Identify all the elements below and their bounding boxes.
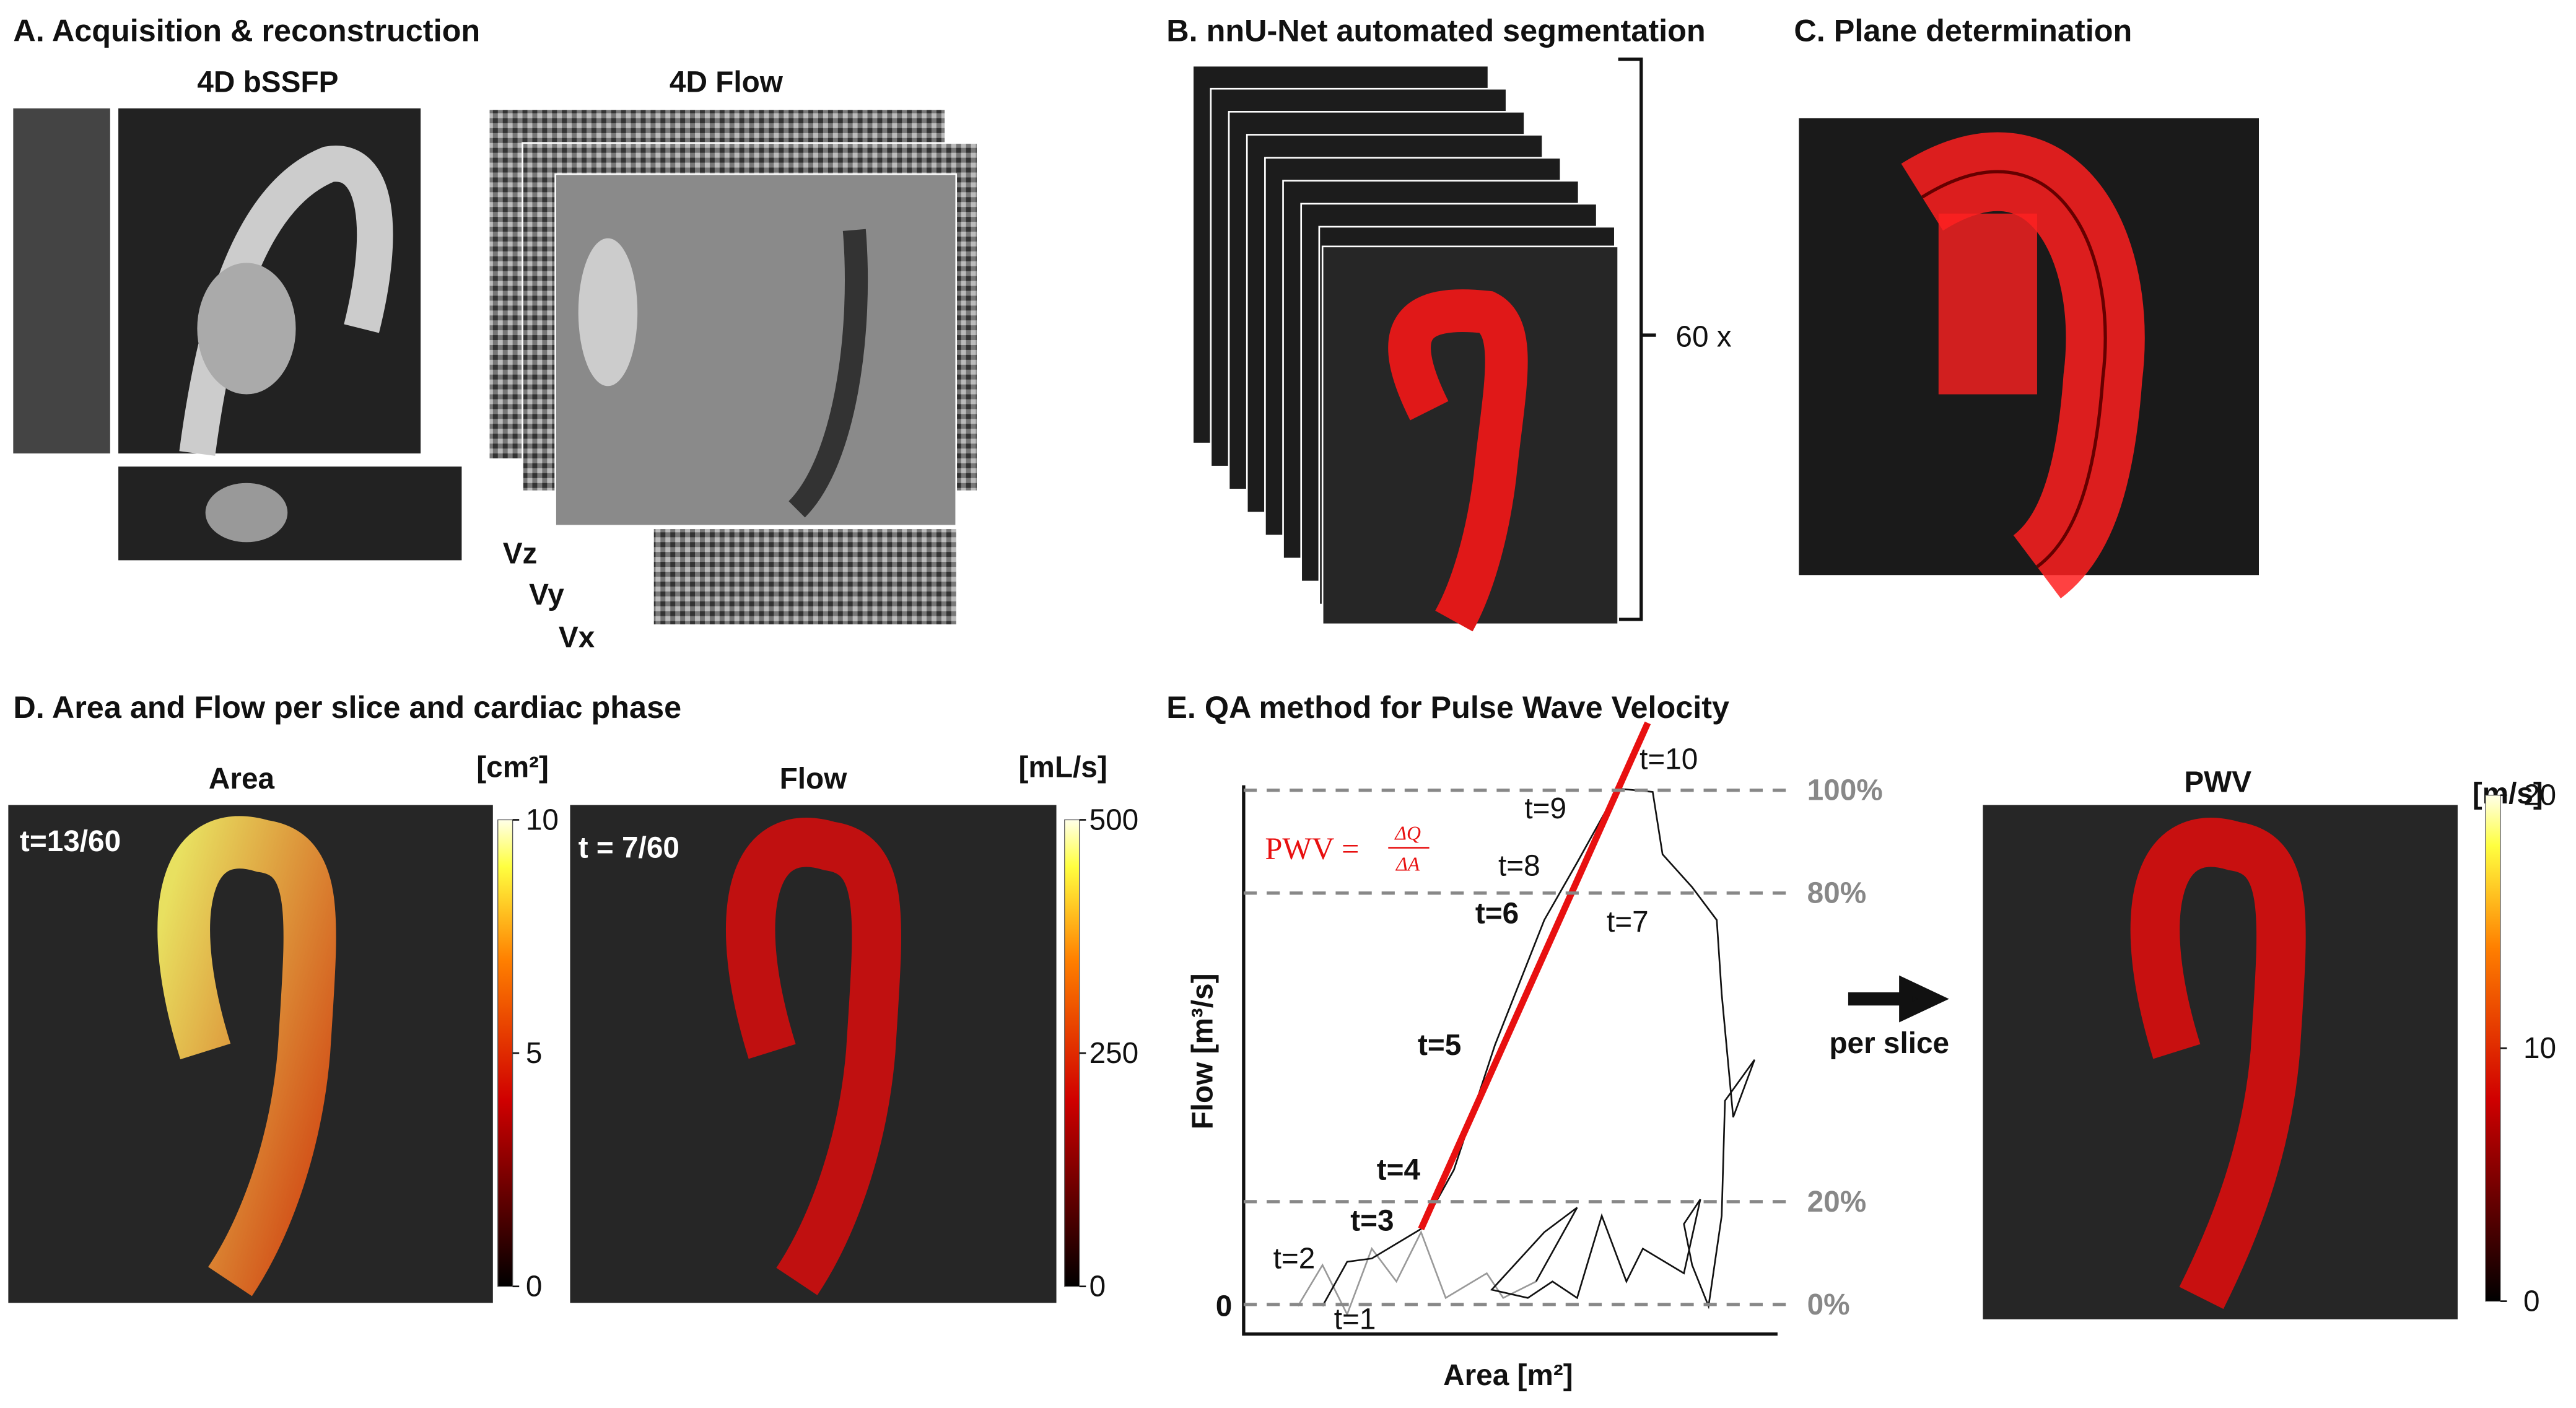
image-detail xyxy=(205,483,288,543)
panel-a: A. Acquisition & reconstruction 4D bSSFP… xyxy=(13,12,979,654)
panel-title: E. QA method for Pulse Wave Velocity xyxy=(1166,689,1729,725)
unit: [m/s] xyxy=(2473,777,2543,810)
label: Flow xyxy=(780,763,848,795)
aorta xyxy=(1388,289,1528,632)
formula-lhs: PWV = xyxy=(1265,831,1359,866)
component: Vy xyxy=(529,579,564,611)
time-label: t=7 xyxy=(1607,906,1649,938)
component: Vx xyxy=(559,621,595,654)
level-label: 80% xyxy=(1807,877,1867,910)
label: 4D Flow xyxy=(670,66,784,99)
time-label: t=8 xyxy=(1498,850,1540,883)
level-label: 0% xyxy=(1807,1288,1850,1321)
level-label: 100% xyxy=(1807,774,1883,807)
axes xyxy=(1242,785,1778,1336)
x-label: Area [m²] xyxy=(1443,1359,1573,1392)
unit: [cm²] xyxy=(476,751,549,784)
y-zero: 0 xyxy=(1216,1290,1233,1323)
formula-den: ΔA xyxy=(1395,854,1420,875)
panel-title: D. Area and Flow per slice and cardiac p… xyxy=(13,689,681,725)
colorbar xyxy=(2485,795,2501,1302)
image-detail xyxy=(197,263,296,395)
time-label: t=10 xyxy=(1639,743,1698,776)
panel-d: D. Area and Flow per slice and cardiac p… xyxy=(8,689,1107,1303)
colorbar xyxy=(1064,819,1080,1287)
panel-c: C. Plane determination xyxy=(1794,12,2259,598)
panel-title: A. Acquisition & reconstruction xyxy=(13,12,480,48)
tick-label: 10 xyxy=(2523,1032,2556,1065)
colorbar xyxy=(497,819,513,1287)
tick-label: 250 xyxy=(1089,1037,1139,1070)
y-label: Flow [m³/s] xyxy=(1186,973,1219,1129)
aorta xyxy=(725,818,901,1295)
count: 60 x xyxy=(1675,321,1731,354)
formula-num: ΔQ xyxy=(1394,822,1421,844)
arrow xyxy=(1848,975,1949,1023)
panel-e: E. QA method for Pulse Wave Velocity Are… xyxy=(1166,689,2543,1392)
time-label: t=4 xyxy=(1377,1153,1421,1186)
image xyxy=(653,529,956,624)
time-label: t=1 xyxy=(1334,1303,1376,1336)
component: Vz xyxy=(503,538,538,571)
time-label: t=3 xyxy=(1350,1205,1394,1238)
panel-title: B. nnU-Net automated segmentation xyxy=(1166,12,1705,48)
label: 4D bSSFP xyxy=(197,66,338,99)
aorta xyxy=(2130,818,2306,1310)
arrow-label: per slice xyxy=(1829,1027,1949,1060)
tick-label: 5 xyxy=(526,1037,543,1070)
tick-label: 20 xyxy=(2523,779,2556,812)
image xyxy=(118,466,462,561)
fit-line xyxy=(1418,721,1651,1231)
image-detail xyxy=(788,229,868,518)
time-label: t=9 xyxy=(1524,792,1566,825)
planes xyxy=(1938,213,2037,395)
label: Area xyxy=(209,763,275,795)
time-label: t=5 xyxy=(1418,1029,1461,1062)
curve-early xyxy=(1297,1230,1537,1317)
time: t = 7/60 xyxy=(579,831,679,864)
panel-b: B. nnU-Net automated segmentation 60 x xyxy=(1166,12,1732,632)
tick-label: 0 xyxy=(2523,1285,2540,1318)
panel-title: C. Plane determination xyxy=(1794,12,2132,48)
tick-label: 0 xyxy=(1089,1270,1106,1303)
time-label: t=6 xyxy=(1475,898,1519,930)
curve xyxy=(1322,787,1755,1310)
aorta xyxy=(157,816,336,1296)
tick-label: 500 xyxy=(1089,803,1139,836)
tick-label: 0 xyxy=(526,1270,543,1303)
time: t=13/60 xyxy=(20,825,121,858)
bracket xyxy=(1618,57,1656,621)
time-label: t=2 xyxy=(1273,1243,1316,1275)
image xyxy=(13,108,110,454)
tick-label: 10 xyxy=(526,803,559,836)
label: PWV xyxy=(2184,766,2251,798)
unit: [mL/s] xyxy=(1019,751,1107,784)
centerline xyxy=(1921,170,2107,569)
level-label: 20% xyxy=(1807,1186,1867,1218)
image-detail xyxy=(578,238,638,387)
